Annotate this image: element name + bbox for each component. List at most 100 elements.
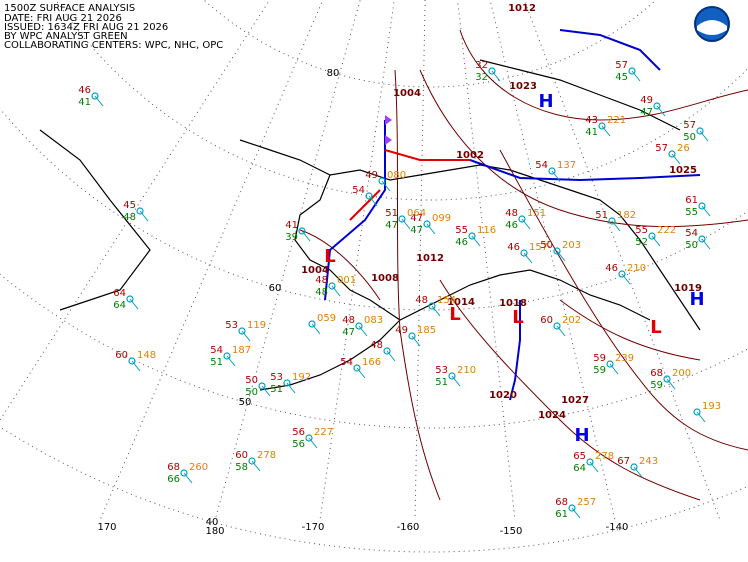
pressure-center: L <box>512 307 523 328</box>
pressure: 064 <box>407 208 426 219</box>
pressure: 227 <box>314 427 333 438</box>
wind-barb <box>426 223 436 235</box>
temperature: 55 <box>455 225 468 236</box>
temperature: 54 <box>535 160 548 171</box>
station <box>365 192 373 200</box>
station <box>586 458 594 466</box>
station <box>698 202 706 210</box>
wind-barb <box>411 335 421 347</box>
dewpoint: 59 <box>593 365 606 376</box>
station <box>648 232 656 240</box>
dewpoint: 46 <box>455 237 468 248</box>
temperature: 46 <box>507 242 520 253</box>
pressure: 151 <box>527 208 546 219</box>
station <box>553 247 561 255</box>
wind-barb <box>701 238 711 250</box>
temperature: 68 <box>555 497 568 508</box>
temperature: 54 <box>352 185 365 196</box>
wind-barb <box>311 323 321 335</box>
wind-barb <box>386 350 396 362</box>
station <box>606 360 614 368</box>
isobar-label: 1025 <box>669 165 697 176</box>
isobar-label: 1002 <box>456 150 484 161</box>
station <box>488 67 496 75</box>
dewpoint: 56 <box>292 439 305 450</box>
dewpoint: 64 <box>573 463 586 474</box>
dewpoint: 66 <box>167 474 180 485</box>
wind-barb <box>301 230 311 242</box>
temperature: 59 <box>593 353 606 364</box>
temperature: 57 <box>655 143 668 154</box>
pressure: 137 <box>557 160 576 171</box>
grid-label: 80 <box>327 68 340 79</box>
pressure: 221 <box>607 115 626 126</box>
isobar-label: 1024 <box>538 410 566 421</box>
isobars <box>299 29 748 501</box>
fronts <box>324 29 701 401</box>
wind-barb <box>131 360 141 372</box>
temperature: 53 <box>270 372 283 383</box>
temperature: 68 <box>650 368 663 379</box>
pressure: 210 <box>627 263 646 274</box>
pressure: 202 <box>562 315 581 326</box>
temperature: 60 <box>115 350 128 361</box>
temperature: 48 <box>315 275 328 286</box>
station <box>223 352 231 360</box>
isobar-label: 1023 <box>509 81 537 92</box>
wind-barb <box>633 466 643 478</box>
dewpoint: 47 <box>410 225 423 236</box>
pressure: 059 <box>317 313 336 324</box>
header-line: COLLABORATING CENTERS: WPC, NHC, OPC <box>4 40 223 51</box>
temperature: 50 <box>540 240 553 251</box>
temperature: 49 <box>395 325 408 336</box>
wind-barb <box>701 205 711 217</box>
pressure: 099 <box>432 213 451 224</box>
pressure: 239 <box>615 353 634 364</box>
wind-barb <box>381 180 391 192</box>
dewpoint: 48 <box>123 212 136 223</box>
wind-barb <box>356 367 366 379</box>
station <box>298 227 306 235</box>
temperature: 51 <box>595 210 608 221</box>
dewpoint: 59 <box>650 380 663 391</box>
dewpoint: 52 <box>635 237 648 248</box>
temperature: 53 <box>435 365 448 376</box>
isobar-label: 1020 <box>489 390 517 401</box>
wind-barb <box>696 411 706 423</box>
wind-barb <box>308 437 318 449</box>
dewpoint: 41 <box>78 97 91 108</box>
temperature: 56 <box>292 427 305 438</box>
isobar-label: 1019 <box>674 283 702 294</box>
station <box>448 372 456 380</box>
dewpoint: 51 <box>210 357 223 368</box>
temperature: 60 <box>540 315 553 326</box>
pressure: 278 <box>257 450 276 461</box>
station <box>283 379 291 387</box>
wind-barb <box>491 70 501 82</box>
pressure: 222 <box>657 225 676 236</box>
temperature: 43 <box>585 115 598 126</box>
wind-barb <box>183 472 193 484</box>
pressure-center: L <box>324 246 335 267</box>
station <box>353 364 361 372</box>
dewpoint: 41 <box>585 127 598 138</box>
grid-label: 40 <box>206 517 219 528</box>
grid-label: -160 <box>397 522 420 533</box>
temperature: 65 <box>573 451 586 462</box>
station <box>618 270 626 278</box>
wind-barb <box>699 130 709 142</box>
dewpoint: 50 <box>245 387 258 398</box>
station <box>398 215 406 223</box>
pressure: 154 <box>437 295 456 306</box>
pressure: 193 <box>702 401 721 412</box>
pressure: 157 <box>529 242 548 253</box>
station <box>518 215 526 223</box>
temperature: 51 <box>385 208 398 219</box>
wind-barb <box>611 220 621 232</box>
station <box>258 382 266 390</box>
wind-barb <box>451 375 461 387</box>
wind-barb <box>286 382 296 394</box>
temperature: 54 <box>210 345 223 356</box>
station <box>408 332 416 340</box>
